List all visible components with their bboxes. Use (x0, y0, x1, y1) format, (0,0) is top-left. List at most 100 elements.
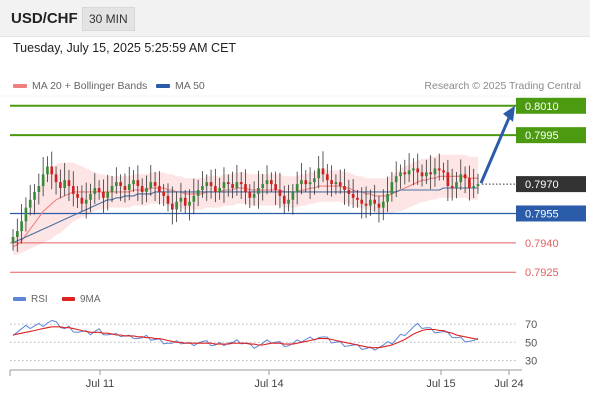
candle-body (59, 182, 62, 189)
candle-body (300, 180, 303, 185)
candle-body (162, 191, 166, 196)
candle-body (89, 193, 92, 200)
legend-9ma: 9MA (62, 294, 101, 305)
candle-body (381, 201, 385, 208)
legend-9ma-label: 9MA (80, 294, 101, 305)
level-label-box (516, 176, 586, 193)
candle-body (476, 184, 480, 187)
x-tick-label: Jul 15 (426, 378, 455, 390)
candle-body (226, 182, 230, 185)
candle-body (24, 207, 28, 222)
candle-body (179, 197, 183, 202)
x-tick-label: Jul 24 (494, 378, 523, 390)
candle-body (123, 186, 127, 190)
candle-body (347, 189, 351, 194)
candle-body (343, 186, 346, 190)
candle-body (188, 201, 191, 206)
timestamp: Tuesday, July 15, 2025 5:25:59 AM CET (13, 41, 237, 55)
candle-body (304, 180, 308, 185)
candle-body (282, 195, 286, 204)
candle-body (433, 168, 437, 175)
candle-body (239, 182, 243, 185)
level-label-box (516, 97, 586, 114)
x-tick-label: Jul 11 (86, 378, 115, 390)
candle-body (295, 184, 299, 192)
candle-body (455, 182, 458, 189)
level-label-pointer (516, 209, 521, 218)
candle-body (235, 182, 239, 189)
candle-body (257, 188, 260, 194)
legend-ma20-label: MA 20 + Bollinger Bands (32, 80, 148, 92)
level-label-box (516, 127, 586, 144)
candle-body (244, 184, 247, 192)
candle-body (390, 182, 394, 194)
candle-body (459, 174, 463, 183)
legend-rsi-label: RSI (31, 294, 48, 305)
rsi-9ma-line (12, 326, 479, 349)
ma50-swatch-icon (156, 84, 170, 89)
candle-body (269, 180, 273, 185)
candle-body (84, 199, 88, 204)
candle-body (424, 172, 428, 177)
candle-body (412, 168, 415, 171)
candle-body (274, 184, 277, 190)
level-label-pointer (516, 180, 521, 189)
candle-body (403, 172, 407, 175)
rsi-line (12, 319, 479, 351)
candle-body (231, 184, 234, 189)
candle-body (330, 180, 333, 185)
candle-body (265, 180, 269, 185)
level-label-resistance: 0.7995 (525, 130, 559, 142)
level-label-secondary: 0.7925 (525, 267, 559, 279)
candle-body (170, 203, 174, 210)
candle-body (218, 188, 222, 192)
candle-body (209, 182, 213, 187)
candle-body (127, 184, 131, 190)
candle-body (248, 191, 252, 198)
instrument-title: USD/CHF (11, 10, 78, 27)
candle-body (472, 186, 476, 189)
candle-body (468, 178, 471, 189)
candle-body (351, 193, 355, 198)
candle-body (386, 193, 389, 202)
candle-body (93, 188, 97, 194)
ma9-swatch-icon (62, 297, 75, 302)
candle-body (196, 189, 200, 196)
timeframe-badge[interactable]: 30 MIN (82, 7, 135, 31)
candle-body (317, 168, 321, 179)
candle-body (20, 221, 23, 232)
candle-body (192, 195, 196, 202)
candle-body (446, 172, 450, 187)
candle-body (420, 172, 424, 177)
candle-body (166, 195, 170, 204)
candle-body (145, 188, 148, 192)
candle-body (205, 182, 209, 187)
level-label-pointer (516, 131, 521, 140)
candle-body (132, 180, 135, 185)
candle-body (114, 182, 118, 187)
copyright: Research © 2025 Trading Central (424, 80, 581, 92)
candle-body (416, 168, 420, 173)
candle-body (321, 168, 325, 175)
candle-body (377, 203, 381, 208)
level-label-secondary: 0.7940 (525, 238, 559, 250)
candle-body (37, 186, 41, 192)
candle-body (175, 201, 178, 210)
candle-body (110, 186, 114, 192)
candle-body (360, 199, 364, 204)
level-label-last_price: 0.7970 (525, 179, 559, 191)
candle-body (71, 186, 75, 194)
candle-body (429, 172, 432, 175)
chart-header: USD/CHF 30 MIN (0, 0, 590, 37)
legend-ma20: MA 20 + Bollinger Bands (13, 80, 147, 92)
candle-body (222, 182, 226, 189)
candle-body (214, 186, 217, 192)
candle-body (373, 199, 377, 204)
candle-body (136, 180, 140, 187)
candle-body (97, 188, 101, 192)
candle-body (149, 182, 153, 189)
candle-body (28, 199, 32, 208)
candle-body (261, 184, 265, 189)
candle-body (106, 191, 110, 198)
